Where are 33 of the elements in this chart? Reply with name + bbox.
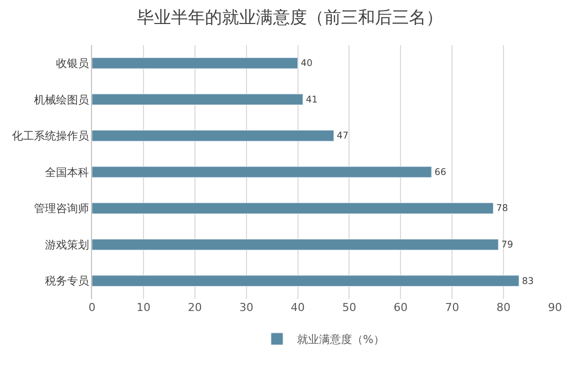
chart-title: 毕业半年的就业满意度（前三和后三名） [137, 8, 443, 28]
x-tick-label: 30 [239, 301, 254, 314]
y-tick-label: 机械绘图员 [34, 93, 89, 106]
bar [92, 94, 304, 106]
legend-label: 就业满意度（%） [297, 333, 384, 346]
y-tick-label: 税务专员 [44, 274, 89, 288]
x-tick-label: 0 [88, 301, 96, 314]
x-tick-label: 60 [394, 301, 408, 314]
bar [92, 130, 334, 142]
y-tick-label: 游戏策划 [44, 238, 89, 252]
bar [92, 275, 520, 287]
data-label: 41 [306, 94, 318, 106]
x-tick-label: 20 [188, 301, 202, 314]
data-label: 47 [336, 130, 349, 142]
y-tick-label: 管理咨询师 [34, 202, 89, 216]
data-label: 83 [522, 276, 534, 287]
bar [92, 166, 432, 178]
x-tick-label: 50 [342, 301, 356, 314]
y-tick-label: 化工系统操作员 [12, 130, 89, 143]
y-tick-label: 全国本科 [44, 166, 89, 179]
bar [92, 238, 499, 250]
data-label: 78 [496, 203, 508, 214]
bar [92, 57, 298, 69]
x-tick-label: 10 [136, 301, 150, 314]
data-label: 40 [300, 58, 313, 70]
x-tick-label: 80 [496, 301, 511, 314]
bar [92, 202, 494, 214]
x-tick-label: 90 [548, 301, 562, 314]
data-label: 79 [501, 240, 514, 250]
x-tick-label: 40 [290, 301, 305, 314]
x-tick-label: 70 [445, 301, 460, 314]
data-label: 66 [434, 166, 446, 178]
y-tick-label: 收银员 [56, 56, 89, 70]
